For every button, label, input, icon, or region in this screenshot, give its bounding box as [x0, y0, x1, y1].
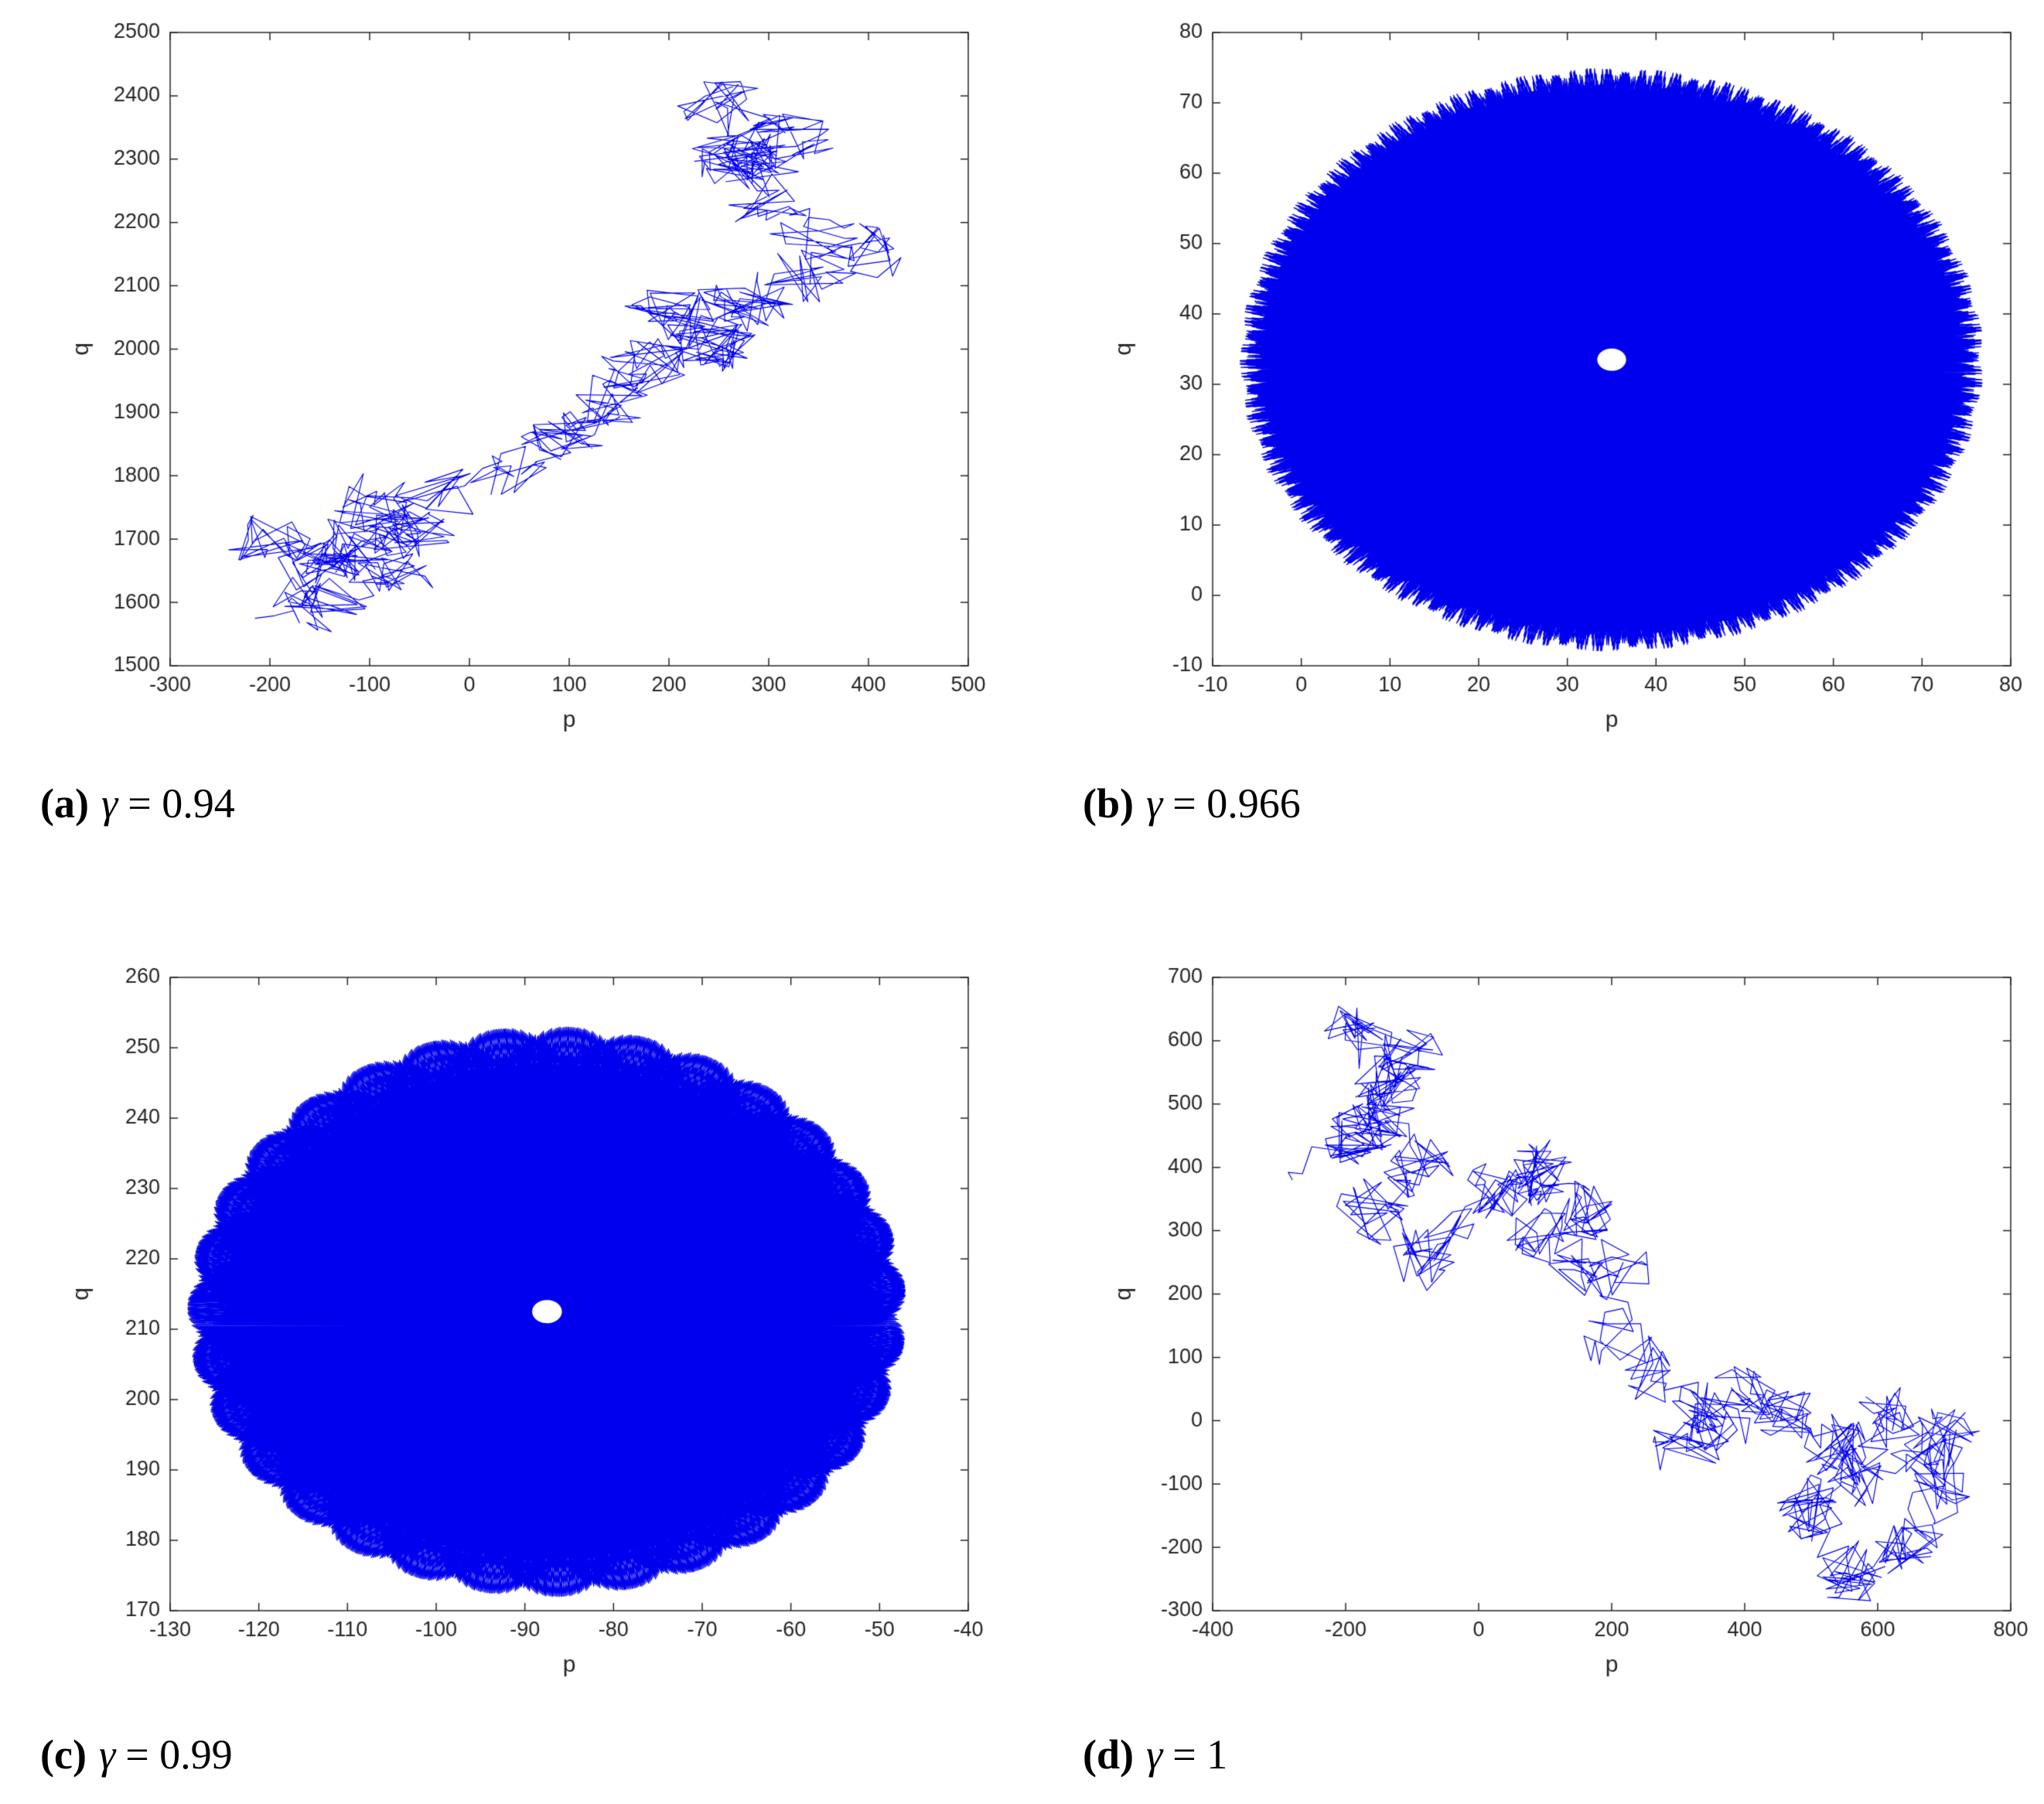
caption-d-gamma: γ	[1146, 1731, 1163, 1778]
plot-canvas-d	[1089, 965, 2029, 1685]
caption-b-gamma: γ	[1146, 780, 1163, 827]
caption-d-rest: = 1	[1172, 1731, 1228, 1778]
panel-c	[46, 965, 987, 1685]
caption-b: (b) γ = 0.966	[1083, 779, 1301, 827]
plot-canvas-b	[1089, 20, 2029, 740]
panel-b	[1089, 20, 2029, 740]
caption-a-rest: = 0.94	[128, 780, 235, 827]
caption-d: (d) γ = 1	[1083, 1731, 1227, 1778]
caption-c: (c) γ = 0.99	[40, 1731, 233, 1778]
panel-a	[46, 20, 987, 740]
panel-d	[1089, 965, 2029, 1685]
caption-a: (a) γ = 0.94	[40, 779, 235, 827]
caption-d-label: (d)	[1083, 1731, 1134, 1778]
plot-canvas-a	[46, 20, 987, 740]
caption-b-label: (b)	[1083, 780, 1134, 827]
caption-b-rest: = 0.966	[1172, 780, 1301, 827]
caption-c-gamma: γ	[98, 1731, 116, 1778]
caption-c-rest: = 0.99	[125, 1731, 233, 1778]
caption-a-label: (a)	[40, 780, 89, 827]
caption-a-gamma: γ	[101, 780, 118, 827]
caption-c-label: (c)	[40, 1731, 87, 1778]
plot-canvas-c	[46, 965, 987, 1685]
